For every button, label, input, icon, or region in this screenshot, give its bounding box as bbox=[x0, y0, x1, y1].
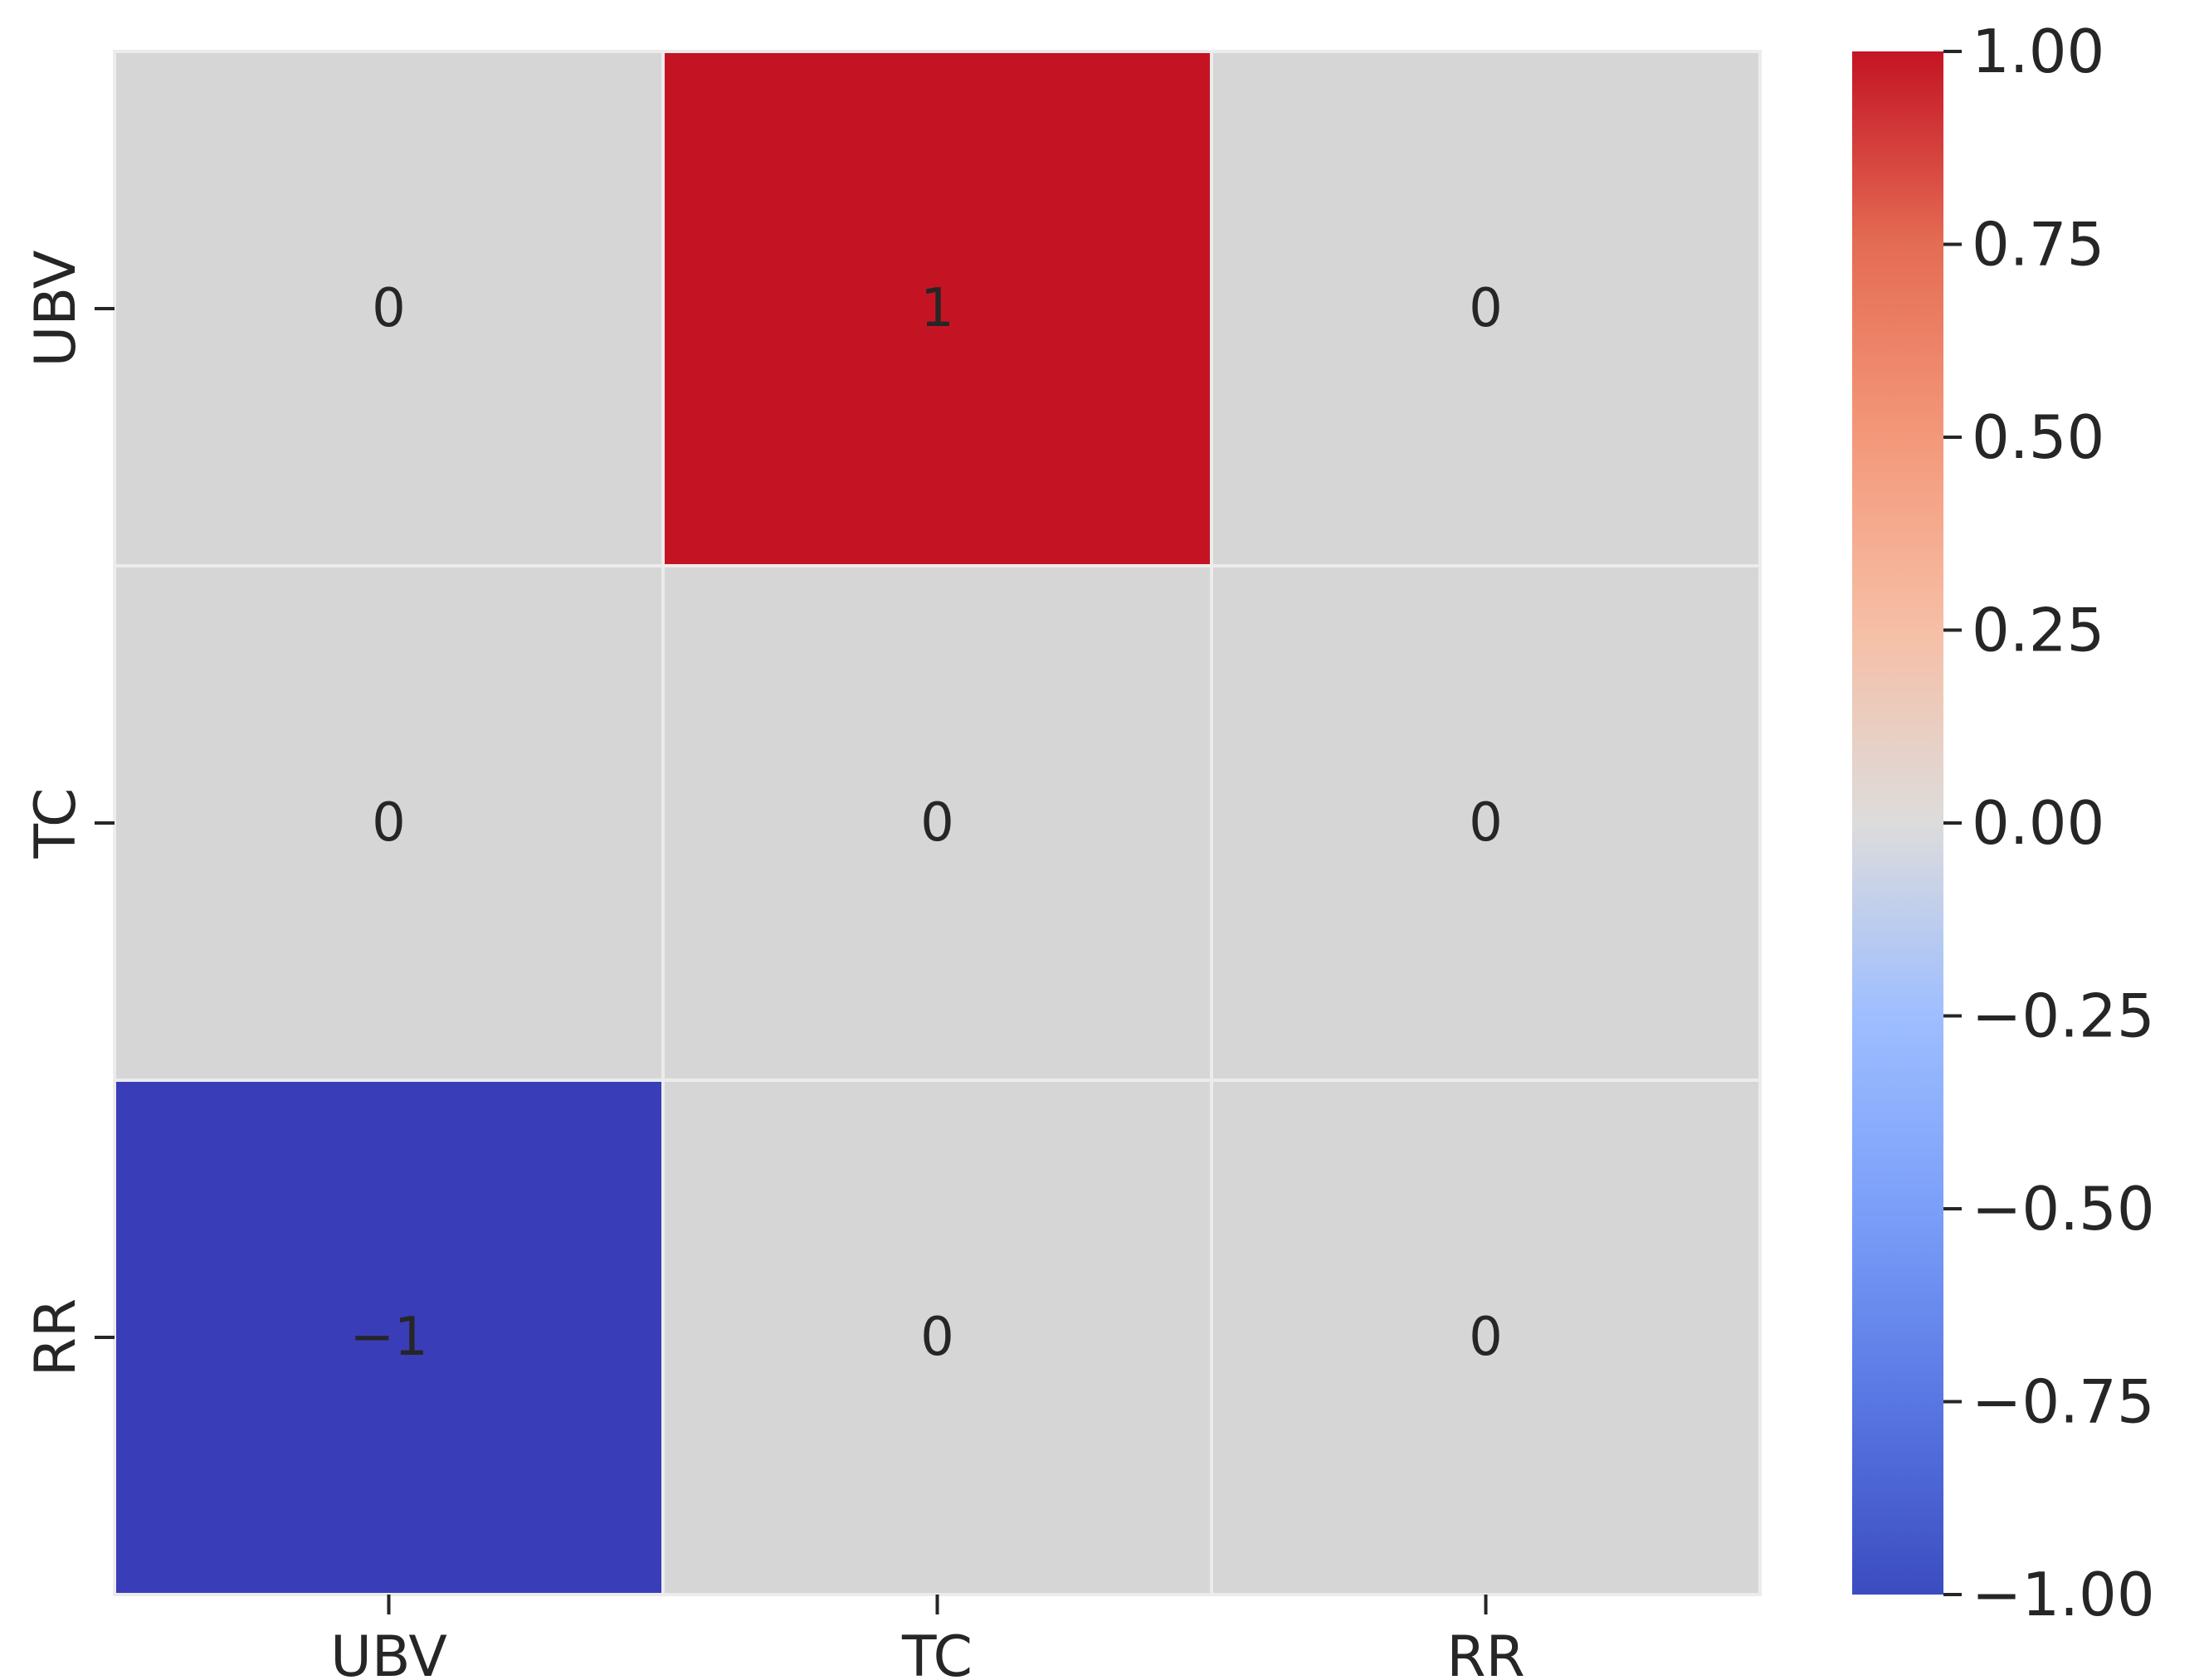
heatmap-cell-label: 0 bbox=[372, 792, 406, 854]
heatmap-cell bbox=[661, 50, 1213, 567]
colorbar-tick-label: 0.00 bbox=[1972, 788, 2104, 858]
heatmap-cell-label: 0 bbox=[1469, 278, 1503, 339]
heatmap-cell bbox=[113, 1079, 665, 1596]
y-tick-label: UBV bbox=[23, 251, 89, 368]
heatmap-cell-labels: 0 1 0 0 0 0 −1 0 0 bbox=[349, 278, 1503, 1368]
y-tick-label: TC bbox=[23, 787, 89, 859]
x-tick-label: TC bbox=[901, 1624, 973, 1680]
colorbar-gradient bbox=[1852, 51, 1943, 1595]
x-tick-label: UBV bbox=[330, 1624, 447, 1680]
x-tick-label: RR bbox=[1446, 1624, 1525, 1680]
heatmap-cell-label: 0 bbox=[920, 792, 954, 854]
y-tick-label: RR bbox=[23, 1298, 89, 1377]
x-axis: UBV TC RR bbox=[330, 1595, 1525, 1680]
heatmap-cell bbox=[1210, 50, 1762, 567]
heatmap-cell bbox=[1210, 564, 1762, 1082]
colorbar-tick-label: 0.25 bbox=[1972, 596, 2104, 665]
colorbar-tick-label: −0.25 bbox=[1972, 981, 2155, 1051]
heatmap-cell bbox=[113, 564, 665, 1082]
colorbar-tick-label: −0.50 bbox=[1972, 1174, 2155, 1244]
heatmap-cell-label: 0 bbox=[1469, 1307, 1503, 1368]
heatmap-cell bbox=[661, 1079, 1213, 1596]
heatmap-cells bbox=[113, 50, 1762, 1596]
heatmap-cell bbox=[113, 50, 665, 567]
heatmap-cell-label: 0 bbox=[1469, 792, 1503, 854]
colorbar-tick-label: −0.75 bbox=[1972, 1367, 2155, 1437]
colorbar-tick-label: 0.75 bbox=[1972, 210, 2104, 280]
heatmap-cell bbox=[661, 564, 1213, 1082]
colorbar-tick-label: 0.50 bbox=[1972, 402, 2104, 472]
colorbar-ticks: 1.00 0.75 0.50 0.25 0.00 −0.25 −0.50 −0.75 −1.00 bbox=[1943, 17, 2155, 1629]
heatmap-cell-label: −1 bbox=[349, 1307, 427, 1368]
colorbar-tick-label: 1.00 bbox=[1972, 17, 2104, 86]
heatmap-cell-label: 0 bbox=[920, 1307, 954, 1368]
colorbar bbox=[1852, 51, 1943, 1595]
colorbar-tick-label: −1.00 bbox=[1972, 1560, 2155, 1629]
heatmap-cell-label: 0 bbox=[372, 278, 406, 339]
heatmap-cell-label: 1 bbox=[920, 278, 954, 339]
y-axis: UBV TC RR bbox=[23, 251, 115, 1377]
